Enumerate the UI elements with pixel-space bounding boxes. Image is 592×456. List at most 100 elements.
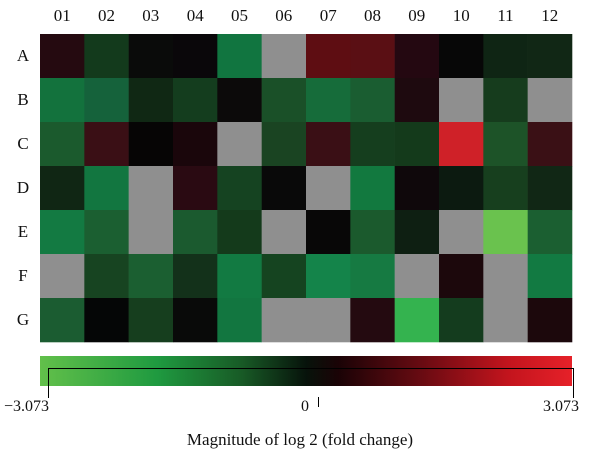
- heatmap-cell-F12: [527, 254, 573, 299]
- heatmap-cell-A11: [483, 34, 528, 79]
- heatmap-cell-C12: [527, 122, 573, 167]
- heatmap-cell-C05: [217, 122, 262, 167]
- heatmap-cell-G01: [40, 298, 85, 343]
- heatmap-cell-F07: [306, 254, 351, 299]
- column-label-08: 08: [364, 6, 381, 25]
- heatmap-cell-B05: [217, 78, 262, 123]
- heatmap-cell-C10: [439, 122, 484, 167]
- heatmap-cell-C04: [173, 122, 218, 167]
- heatmap-cell-E12: [527, 210, 573, 255]
- column-label-10: 10: [452, 6, 470, 25]
- colorbar-max-label: 3.073: [543, 398, 579, 415]
- heatmap-cell-B02: [84, 78, 129, 123]
- heatmap-cell-B03: [128, 78, 174, 123]
- heatmap-cell-D04: [173, 166, 218, 211]
- heatmap-cell-F03: [128, 254, 174, 299]
- heatmap-cell-G02: [84, 298, 129, 343]
- colorbar-min-label: −3.073: [4, 398, 50, 415]
- heatmap-cell-C08: [350, 122, 395, 167]
- heatmap-cell-E02: [84, 210, 129, 255]
- heatmap-cell-E01: [40, 210, 85, 255]
- heatmap-cell-A04: [173, 34, 218, 79]
- heatmap-cell-E11: [483, 210, 528, 255]
- heatmap-cell-F09: [394, 254, 440, 299]
- row-label-D: D: [16, 178, 30, 197]
- column-label-04: 04: [186, 6, 204, 25]
- row-label-F: F: [18, 266, 28, 285]
- heatmap-cell-G06: [261, 298, 307, 343]
- heatmap-cell-G03: [128, 298, 174, 343]
- heatmap-cell-D05: [217, 166, 262, 211]
- heatmap-cell-D09: [394, 166, 440, 211]
- heatmap-cell-D01: [40, 166, 85, 211]
- heatmap-cell-G11: [483, 298, 528, 343]
- heatmap-cell-F05: [217, 254, 262, 299]
- colorbar-zero-tick: [318, 397, 319, 407]
- heatmap-cell-D10: [439, 166, 484, 211]
- heatmap-cell-C02: [84, 122, 129, 167]
- heatmap-cell-B04: [173, 78, 218, 123]
- heatmap-cell-E10: [439, 210, 484, 255]
- heatmap-cell-E05: [217, 210, 262, 255]
- row-label-C: C: [17, 134, 29, 153]
- heatmap-cell-C03: [128, 122, 174, 167]
- colorbar-zero-label: 0: [301, 398, 309, 415]
- heatmap-cell-F10: [439, 254, 484, 299]
- colorbar-title: Magnitude of log 2 (fold change): [186, 430, 414, 449]
- column-label-03: 03: [142, 6, 160, 25]
- heatmap-cell-A02: [84, 34, 129, 79]
- heatmap-cell-E04: [173, 210, 218, 255]
- column-label-01: 01: [53, 6, 71, 25]
- column-label-11: 11: [497, 6, 514, 25]
- heatmap-cell-C01: [40, 122, 85, 167]
- colorbar: [40, 356, 572, 386]
- heatmap-cell-F08: [350, 254, 395, 299]
- heatmap-cell-F02: [84, 254, 129, 299]
- heatmap-cell-B08: [350, 78, 395, 123]
- heatmap-cell-A09: [394, 34, 440, 79]
- column-label-05: 05: [231, 6, 248, 25]
- heatmap-cell-F01: [40, 254, 85, 299]
- heatmap-cell-G07: [306, 298, 351, 343]
- heatmap-cell-B10: [439, 78, 484, 123]
- heatmap-cell-C07: [306, 122, 351, 167]
- heatmap-cell-A03: [128, 34, 174, 79]
- heatmap-cell-G10: [439, 298, 484, 343]
- heatmap-cell-D06: [261, 166, 307, 211]
- heatmap-cell-B06: [261, 78, 307, 123]
- heatmap-cell-F11: [483, 254, 528, 299]
- row-label-G: G: [16, 310, 30, 329]
- heatmap-cell-D11: [483, 166, 528, 211]
- column-label-06: 06: [275, 6, 293, 25]
- heatmap-cell-B07: [306, 78, 351, 123]
- heatmap-cell-C06: [261, 122, 307, 167]
- heatmap-cell-G05: [217, 298, 262, 343]
- heatmap-cell-A07: [306, 34, 351, 79]
- heatmap-cell-G09: [394, 298, 440, 343]
- heatmap-cell-G08: [350, 298, 395, 343]
- heatmap-cell-A06: [261, 34, 307, 79]
- colorbar-frame: [48, 368, 574, 398]
- heatmap-cell-D07: [306, 166, 351, 211]
- heatmap-cell-A12: [527, 34, 573, 79]
- heatmap-cell-E03: [128, 210, 174, 255]
- heatmap-cell-A01: [40, 34, 85, 79]
- column-label-07: 07: [319, 6, 337, 25]
- heatmap-cell-F04: [173, 254, 218, 299]
- heatmap-cell-B11: [483, 78, 528, 123]
- heatmap-cell-D08: [350, 166, 395, 211]
- heatmap-cell-E06: [261, 210, 307, 255]
- heatmap-cell-B09: [394, 78, 440, 123]
- column-label-09: 09: [408, 6, 426, 25]
- heatmap-cell-F06: [261, 254, 307, 299]
- row-label-E: E: [17, 222, 29, 241]
- heatmap-cell-C11: [483, 122, 528, 167]
- column-label-02: 02: [98, 6, 115, 25]
- row-label-B: B: [17, 90, 29, 109]
- heatmap-cell-A05: [217, 34, 262, 79]
- heatmap-cell-E09: [394, 210, 440, 255]
- heatmap-cell-E07: [306, 210, 351, 255]
- heatmap-cell-A10: [439, 34, 484, 79]
- heatmap-cell-A08: [350, 34, 395, 79]
